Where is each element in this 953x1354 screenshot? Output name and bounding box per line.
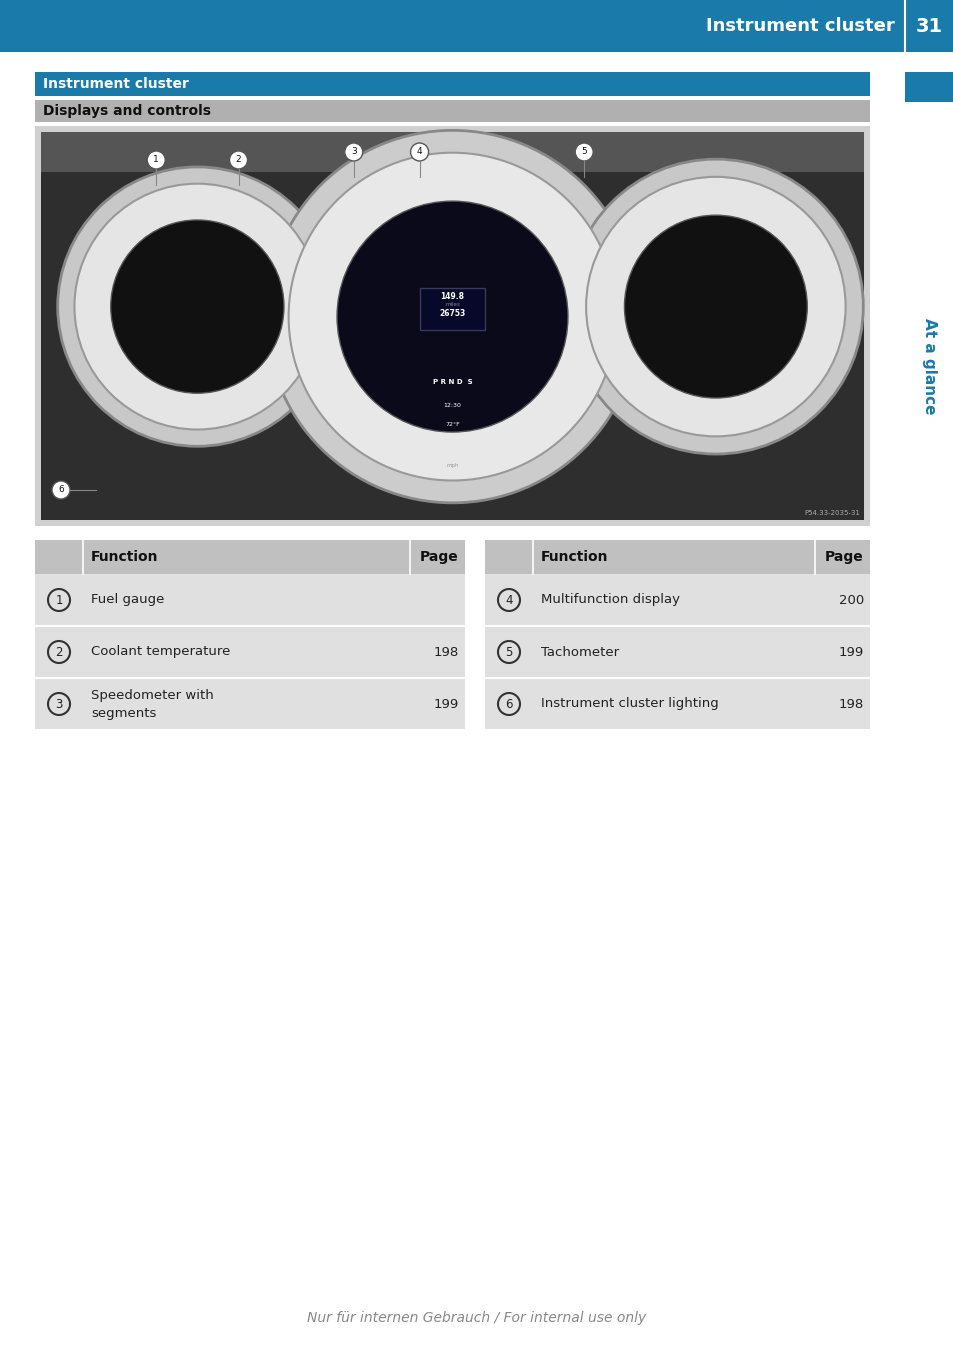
Text: 149.8: 149.8: [440, 292, 464, 301]
Text: 5: 5: [505, 646, 512, 658]
Circle shape: [74, 184, 320, 429]
Circle shape: [585, 177, 844, 436]
Text: P R N D  S: P R N D S: [433, 379, 472, 385]
Circle shape: [230, 152, 247, 169]
Circle shape: [52, 481, 70, 500]
Text: P54.33-2035-31: P54.33-2035-31: [803, 510, 859, 516]
Text: segments: segments: [91, 707, 156, 719]
Text: Coolant temperature: Coolant temperature: [91, 646, 230, 658]
Text: Instrument cluster: Instrument cluster: [43, 77, 189, 91]
Bar: [35, 574, 464, 626]
Text: 1: 1: [55, 593, 63, 607]
Bar: [904, 72, 953, 102]
Circle shape: [57, 167, 336, 447]
Text: Multifunction display: Multifunction display: [540, 593, 679, 607]
Bar: [0, 0, 953, 51]
Text: 5: 5: [580, 148, 586, 157]
Text: 12:30: 12:30: [443, 403, 461, 409]
Text: 199: 199: [434, 697, 458, 711]
Circle shape: [336, 202, 567, 432]
Text: Tachometer: Tachometer: [540, 646, 618, 658]
Text: 3: 3: [55, 697, 63, 711]
Text: Function: Function: [540, 550, 608, 565]
Text: 198: 198: [838, 697, 863, 711]
Text: At a glance: At a glance: [921, 318, 936, 414]
Text: 26753: 26753: [439, 309, 465, 318]
Text: Nur für internen Gebrauch / For internal use only: Nur für internen Gebrauch / For internal…: [307, 1311, 646, 1326]
Bar: [41, 131, 863, 520]
Text: 72°F: 72°F: [445, 422, 459, 427]
Text: 2: 2: [55, 646, 63, 658]
Text: Instrument cluster: Instrument cluster: [705, 18, 894, 35]
Bar: [35, 126, 869, 525]
Circle shape: [147, 152, 165, 169]
Text: Page: Page: [824, 550, 863, 565]
Circle shape: [266, 130, 639, 502]
Text: Instrument cluster lighting: Instrument cluster lighting: [540, 697, 718, 711]
Bar: [35, 100, 869, 122]
Bar: [35, 126, 869, 525]
Text: 6: 6: [505, 697, 512, 711]
Text: Fuel gauge: Fuel gauge: [91, 593, 164, 607]
Circle shape: [624, 215, 806, 398]
Text: 6: 6: [58, 486, 64, 494]
Text: 3: 3: [351, 148, 356, 157]
Circle shape: [575, 144, 593, 161]
Text: Speedometer with: Speedometer with: [91, 688, 213, 701]
Text: Function: Function: [91, 550, 158, 565]
Text: miles: miles: [445, 302, 459, 307]
Text: 199: 199: [838, 646, 863, 658]
Text: 200: 200: [838, 593, 863, 607]
Text: 2: 2: [235, 156, 241, 164]
Text: 4: 4: [416, 148, 422, 157]
Text: Displays and controls: Displays and controls: [43, 104, 211, 118]
Circle shape: [289, 153, 616, 481]
Text: 4: 4: [505, 593, 512, 607]
Bar: [41, 131, 863, 172]
Bar: [484, 540, 869, 574]
Bar: [484, 678, 869, 730]
Bar: [484, 626, 869, 678]
Text: mph: mph: [446, 463, 458, 468]
Text: 31: 31: [915, 16, 943, 35]
Circle shape: [568, 160, 862, 454]
Bar: [484, 574, 869, 626]
Bar: [35, 72, 869, 96]
Text: 198: 198: [434, 646, 458, 658]
Bar: [35, 626, 464, 678]
Text: 1: 1: [153, 156, 159, 164]
Text: Page: Page: [420, 550, 458, 565]
Circle shape: [111, 219, 284, 393]
Circle shape: [344, 144, 362, 161]
Bar: [419, 287, 484, 329]
Bar: [35, 540, 464, 574]
Bar: [35, 678, 464, 730]
Circle shape: [410, 144, 428, 161]
